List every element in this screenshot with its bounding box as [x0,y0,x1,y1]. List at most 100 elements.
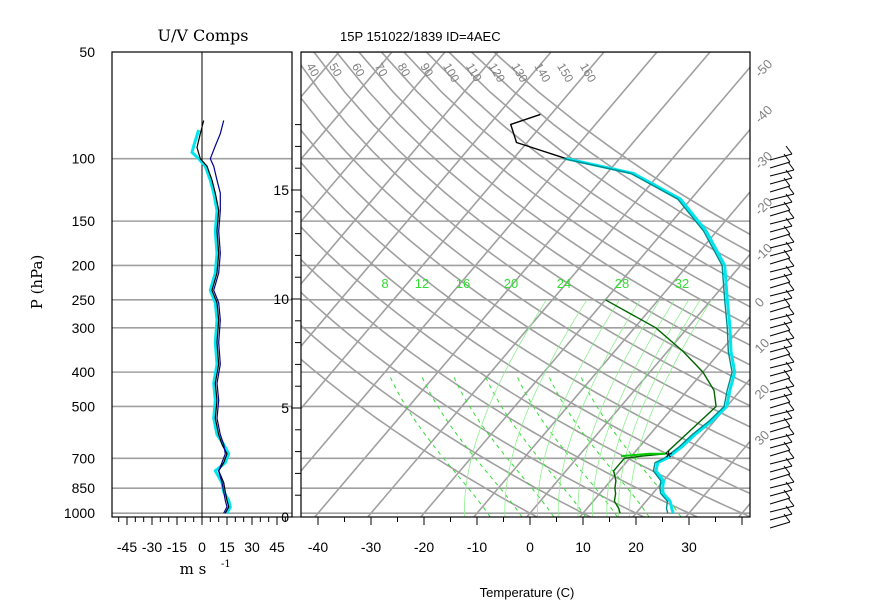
skewt-lcl-marker: * [665,448,672,468]
skewt-dry-adiabat [313,52,750,386]
skewt-series-environment-teal [563,158,733,514]
wind-barb-staff [769,393,793,401]
wind-barb-flag [787,497,795,507]
skewt-mixing-ratio-line [592,299,675,517]
uv-pressure-label-200: 200 [72,257,96,273]
uv-x-tick-label-2: -15 [167,539,187,555]
skewt-isotherm-label-7: 20 [752,381,773,402]
wind-barb-staff [769,297,793,305]
wind-barb-staff [769,257,791,265]
skewt-isotherm [685,440,750,517]
wind-barb-flag [783,273,791,283]
uv-pressure-label-400: 400 [72,364,96,380]
skewt-isotherm [301,52,552,348]
skewt-dry-adiabat [301,96,750,428]
wind-barb-staff [769,337,795,345]
wind-barb-flag [785,457,793,467]
wind-barb-flag [785,361,793,371]
skewt-dry-adiabat [380,52,750,327]
skewt-isotherm [367,66,750,517]
skewt-height-label-2: 10 [273,291,289,307]
wind-barb-staff [769,329,791,337]
wind-barb-staff [769,441,793,449]
skewt-dry-adiabat [335,52,750,366]
uv-pressure-label-850: 850 [72,480,96,496]
skewt-isotherm [420,128,750,517]
wind-barb-staff [769,345,793,353]
wind-barb-flag [785,217,793,227]
skewt-isotherm-label-4: -10 [752,240,776,264]
uv-pressure-label-700: 700 [72,450,96,466]
skewt-mixing-ratio-label-6: 32 [675,276,689,291]
uv-x-tick-label-4: 15 [219,539,235,555]
wind-barb-staff [769,169,795,177]
wind-barb-staff [769,521,791,529]
wind-barb-staff [769,425,791,433]
skewt-mixing-ratio-line [577,299,661,517]
wind-barb-flag [787,353,795,363]
uv-panel-title: U/V Comps [157,26,248,45]
skewt-height-label-1: 5 [281,400,289,416]
wind-barb-flag [787,185,795,195]
uv-y-axis-label: P (hPa) [28,255,46,310]
skewt-dry-adiabat-label-4: 80 [395,61,414,80]
skewt-dry-adiabat-label-10: 140 [531,61,553,86]
wind-barb-staff [769,489,793,497]
wind-barb-flag [785,385,793,395]
uv-x-axis-label: m s [180,560,207,578]
skewt-moist-adiabat [547,373,650,517]
wind-barb-staff [769,305,791,313]
wind-barb-flag [783,153,791,163]
wind-barb-flag [787,305,795,315]
wind-barb-staff [769,209,791,217]
skewt-dry-adiabat-label-12: 160 [577,61,599,86]
wind-barb-flag [787,473,795,483]
uv-pressure-label-1000: 1000 [64,505,95,521]
skewt-dry-adiabat-label-5: 90 [417,61,436,80]
skewt-dry-adiabat [358,52,750,346]
wind-barb-flag [785,409,793,419]
wind-barb-flag [785,289,793,299]
skewt-x-tick-label-3: -10 [467,539,487,555]
wind-barb-staff [769,385,795,393]
wind-barb-flag [785,145,793,155]
wind-barb-staff [769,217,795,225]
wind-barb-flag [787,401,795,411]
wind-barb-staff [769,185,791,193]
wind-barb-staff [769,481,795,489]
skewt-isotherm [301,52,658,473]
wind-barbs [769,145,795,529]
wind-barb-staff [769,321,793,329]
skewt-moist-adiabat [388,373,491,517]
wind-barb-flag [783,249,791,259]
skewt-isotherm [301,52,605,410]
wind-barb-flag [785,505,793,515]
skewt-dry-adiabat [403,52,750,308]
wind-barb-flag [787,377,795,387]
skewt-isotherm [301,52,340,98]
skewt-dry-adiabat [301,63,750,407]
skewt-moist-adiabat [420,373,523,517]
skewt-dry-adiabat [301,324,591,517]
wind-barb-flag [783,345,791,355]
skewt-isotherm [301,52,393,161]
skewt-x-tick-label-2: -20 [414,539,434,555]
skewt-x-tick-label-6: 20 [628,539,644,555]
skewt-x-axis-label: Temperature (C) [480,585,575,600]
skewt-dry-adiabat-label-1: 50 [326,61,345,80]
skewt-dry-adiabat [301,129,750,450]
skewt-mixing-ratio-label-1: 12 [415,276,429,291]
skewt-isotherm [632,377,750,517]
wind-barb-flag [785,241,793,251]
wind-barb-staff [769,153,793,161]
skewt-dry-adiabat-label-0: 40 [303,61,322,80]
skewt-dry-adiabat-label-8: 120 [486,61,508,86]
skewt-dry-adiabat-label-2: 60 [349,61,368,80]
skewt-dry-adiabat-label-11: 150 [554,61,576,86]
wind-barb-flag [783,489,791,499]
wind-barb-flag [783,321,791,331]
skewt-moist-adiabat [483,373,587,517]
wind-barb-flag [785,313,793,323]
skewt-mixing-ratio-line [557,299,641,517]
wind-barb-staff [769,361,795,369]
